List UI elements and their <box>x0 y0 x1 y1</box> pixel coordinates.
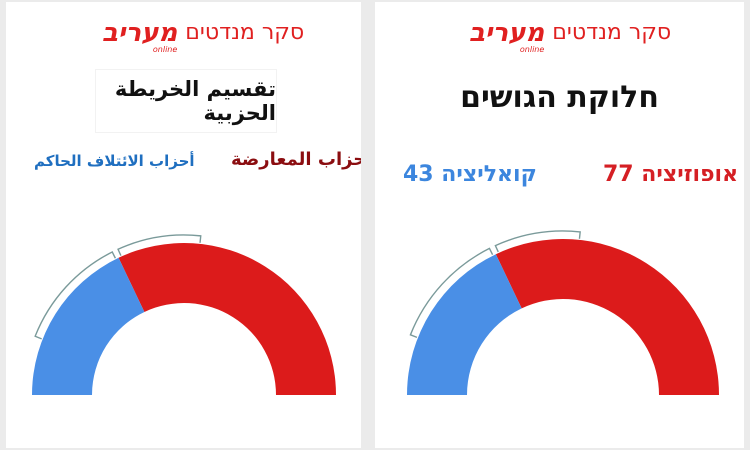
coalition-segment <box>32 257 145 395</box>
chart-title: تقسيم الخريطة الحزبية <box>114 77 276 125</box>
logo-text: מעריב <box>102 18 178 48</box>
opposition-label: أحزاب المعارضة <box>231 149 361 170</box>
opposition-segment <box>118 243 336 395</box>
left-chart-panel: סקר מנדטים מעריב online تقسيم الخريطة ال… <box>6 2 361 448</box>
coalition-segment <box>407 254 522 395</box>
half-donut-chart <box>407 230 719 395</box>
brand-header: סקר מנדטים מעריב online <box>469 20 671 54</box>
survey-label: סקר מנדטים <box>185 20 305 45</box>
chart-title: חלוקת הגושים <box>460 80 659 115</box>
maariv-logo: מעריב online <box>469 20 544 54</box>
logo-subtext: online <box>152 45 178 54</box>
survey-label: סקר מנדטים <box>552 20 672 45</box>
coalition-label: קואליציה 43 <box>403 162 537 187</box>
coalition-bracket <box>409 247 494 339</box>
title-box: تقسيم الخريطة الحزبية <box>96 70 276 132</box>
coalition-label: أحزاب الائتلاف الحاكم <box>34 152 195 170</box>
opposition-label: אופוזיציה 77 <box>603 162 739 187</box>
coalition-bracket <box>34 251 117 340</box>
right-chart-panel: סקר מנדטים מעריב online חלוקת הגושים אופ… <box>375 2 744 448</box>
half-donut-chart <box>32 234 336 395</box>
brand-header: סקר מנדטים מעריב online <box>102 20 304 54</box>
opposition-bracket <box>117 234 202 256</box>
opposition-bracket <box>494 230 581 253</box>
opposition-segment <box>495 239 719 395</box>
logo-subtext: online <box>519 45 545 54</box>
logo-text: מעריב <box>469 18 545 48</box>
maariv-logo: מעריב online <box>102 20 177 54</box>
